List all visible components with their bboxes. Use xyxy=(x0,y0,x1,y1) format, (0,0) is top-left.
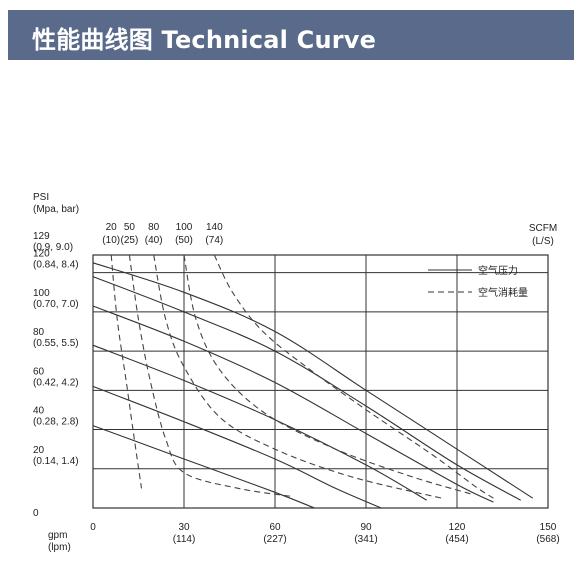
scfm-tick-sublabel: (10) xyxy=(102,235,120,246)
air-consumption-curve xyxy=(183,254,473,495)
x-tick-sublabel: (568) xyxy=(536,534,559,545)
scfm-tick-label: 140 xyxy=(206,222,223,233)
curve-layer xyxy=(92,254,534,509)
x-tick-label: 60 xyxy=(269,522,281,533)
x-tick-label: 30 xyxy=(178,522,190,533)
plot-frame xyxy=(92,254,549,509)
grid-layer xyxy=(92,254,549,509)
y-tick-label: 100 xyxy=(33,288,50,299)
air-consumption-curve xyxy=(128,254,291,497)
x-tick-label: 120 xyxy=(449,522,466,533)
scfm-axis-label: SCFM xyxy=(529,223,557,234)
x-tick-label: 90 xyxy=(360,522,372,533)
y-tick-label: 20 xyxy=(33,445,45,456)
air-pressure-curve xyxy=(92,262,534,499)
header-bar: 性能曲线图 Technical Curve xyxy=(8,10,574,60)
air-pressure-curve xyxy=(92,305,494,503)
scfm-tick-sublabel: (50) xyxy=(175,235,193,246)
label-layer: PSI(Mpa, bar)020(0.14, 1.4)40(0.28, 2.8)… xyxy=(33,192,560,553)
legend-entry-label: 空气消耗量 xyxy=(478,286,528,299)
y-tick-sublabel: (0.42, 4.2) xyxy=(33,377,79,388)
x-axis-label: gpm xyxy=(48,530,67,541)
y-tick-label: 120 xyxy=(33,249,50,260)
y-tick-sublabel: (0.84, 8.4) xyxy=(33,260,79,271)
y-tick-sublabel: (0.70, 7.0) xyxy=(33,299,79,310)
x-tick-sublabel: (454) xyxy=(445,534,468,545)
scfm-tick-label: 80 xyxy=(148,222,160,233)
scfm-axis-unit-label: (L/S) xyxy=(532,236,554,247)
x-tick-sublabel: (341) xyxy=(354,534,377,545)
y-tick-sublabel: (0.55, 5.5) xyxy=(33,338,79,349)
air-consumption-curve xyxy=(153,254,442,499)
scfm-tick-sublabel: (25) xyxy=(121,235,139,246)
y-tick-sublabel: (0.9, 9.0) xyxy=(33,242,73,253)
y-tick-label: 0 xyxy=(33,508,39,519)
y-axis-label: PSI xyxy=(33,192,49,203)
air-consumption-curve xyxy=(110,254,143,489)
scfm-tick-label: 20 xyxy=(106,222,118,233)
y-tick-sublabel: (0.28, 2.8) xyxy=(33,417,79,428)
x-tick-label: 150 xyxy=(540,522,557,533)
y-tick-label: 40 xyxy=(33,406,45,417)
air-pressure-curve xyxy=(92,344,427,501)
x-axis-unit-label: (lpm) xyxy=(48,542,71,553)
scfm-tick-sublabel: (40) xyxy=(145,235,163,246)
scfm-tick-label: 50 xyxy=(124,222,136,233)
air-pressure-curve xyxy=(92,385,382,509)
y-tick-label: 60 xyxy=(33,366,45,377)
legend-entry-label: 空气压力 xyxy=(478,264,518,277)
air-pressure-curve xyxy=(92,425,315,509)
scfm-tick-sublabel: (74) xyxy=(205,235,223,246)
x-tick-label: 0 xyxy=(90,522,96,533)
y-tick-label: 129 xyxy=(33,231,50,242)
y-tick-label: 80 xyxy=(33,327,45,338)
air-consumption-curve xyxy=(213,254,494,499)
y-tick-sublabel: (0.14, 1.4) xyxy=(33,456,79,467)
x-tick-sublabel: (114) xyxy=(173,534,196,545)
page-title: 性能曲线图 Technical Curve xyxy=(32,26,377,54)
scfm-tick-label: 100 xyxy=(176,222,193,233)
y-axis-unit-label: (Mpa, bar) xyxy=(33,204,79,215)
x-tick-sublabel: (227) xyxy=(263,534,286,545)
